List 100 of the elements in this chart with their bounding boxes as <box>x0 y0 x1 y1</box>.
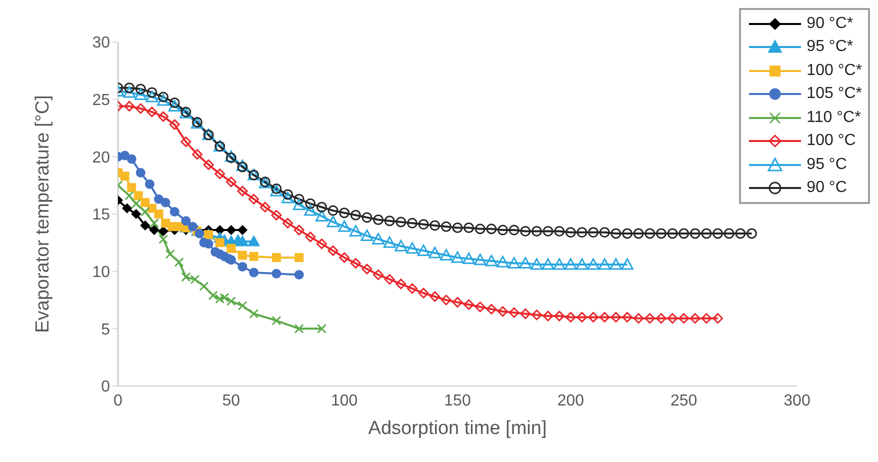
point <box>542 258 554 270</box>
point <box>373 270 384 280</box>
point <box>554 226 565 236</box>
point <box>124 190 134 200</box>
point <box>120 150 130 160</box>
point <box>294 224 304 236</box>
point <box>158 226 168 236</box>
point <box>350 258 361 269</box>
point <box>690 228 700 239</box>
point <box>406 218 418 228</box>
point <box>249 252 258 261</box>
point <box>237 186 248 196</box>
point <box>564 258 577 270</box>
point <box>576 312 588 322</box>
point <box>384 274 395 285</box>
point <box>383 236 396 248</box>
point <box>576 258 588 270</box>
point <box>316 238 327 250</box>
point <box>140 206 150 216</box>
point <box>203 159 214 170</box>
point <box>588 312 599 322</box>
point <box>362 212 372 223</box>
point <box>174 257 184 267</box>
point <box>157 94 170 106</box>
point <box>238 250 247 260</box>
point <box>418 288 429 298</box>
point <box>144 179 154 189</box>
x-tick-label: 50 <box>222 392 240 410</box>
legend-label: 110 °C* <box>806 108 861 127</box>
point <box>724 228 734 239</box>
point <box>349 224 362 236</box>
point <box>328 205 338 216</box>
point <box>452 222 463 234</box>
point <box>440 221 452 232</box>
point <box>188 222 198 232</box>
point <box>633 228 644 239</box>
point <box>530 258 543 270</box>
point <box>136 168 146 178</box>
point <box>149 225 159 235</box>
point <box>122 204 132 214</box>
point <box>204 239 214 249</box>
point <box>199 281 209 291</box>
point <box>622 228 632 239</box>
point <box>406 242 418 254</box>
point <box>498 224 508 236</box>
point <box>120 172 130 181</box>
point <box>146 90 158 102</box>
point <box>181 216 191 226</box>
point <box>272 268 282 278</box>
point <box>304 204 317 216</box>
point <box>712 313 724 324</box>
point <box>621 258 634 270</box>
y-tick-label: 30 <box>92 34 110 52</box>
point <box>328 245 338 256</box>
y-tick-label: 25 <box>92 92 110 110</box>
point <box>474 302 486 312</box>
point <box>215 238 224 248</box>
point <box>226 296 236 306</box>
point <box>272 316 282 326</box>
point <box>520 308 531 320</box>
point <box>294 194 304 204</box>
y-tick-label: 15 <box>92 206 110 224</box>
point <box>598 258 611 270</box>
point <box>249 268 259 278</box>
point <box>282 192 294 204</box>
point <box>508 307 520 318</box>
point <box>124 100 135 112</box>
point <box>396 278 406 290</box>
point <box>305 198 316 209</box>
point <box>588 227 599 238</box>
x-tick-label: 300 <box>784 392 810 410</box>
point <box>294 324 304 334</box>
point <box>440 249 452 261</box>
point <box>599 227 610 238</box>
point <box>464 299 474 310</box>
point <box>678 313 690 324</box>
point <box>576 227 588 238</box>
point <box>194 228 204 238</box>
point <box>406 283 418 294</box>
point <box>542 310 554 322</box>
point <box>292 198 306 210</box>
point <box>135 103 146 114</box>
point <box>236 236 248 246</box>
point <box>215 294 225 304</box>
point <box>169 98 180 108</box>
point <box>554 310 565 322</box>
point <box>452 297 463 308</box>
point <box>282 218 293 228</box>
point <box>224 150 238 162</box>
point <box>131 198 141 208</box>
point <box>238 300 248 310</box>
point <box>316 324 326 334</box>
point <box>428 246 442 258</box>
point <box>294 270 304 280</box>
point <box>149 218 159 228</box>
point <box>508 257 520 269</box>
point <box>464 222 474 234</box>
point <box>249 309 259 319</box>
point <box>339 208 350 218</box>
point <box>127 183 136 192</box>
